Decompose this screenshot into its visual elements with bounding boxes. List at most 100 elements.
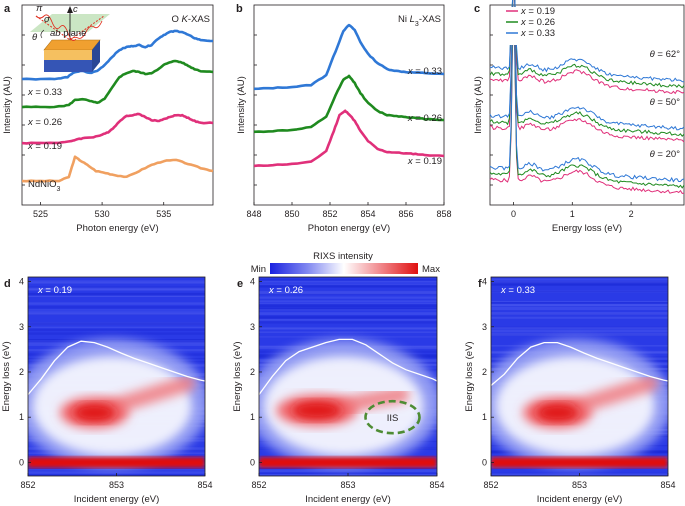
heatmap-streak: [28, 292, 205, 296]
iis-ellipse: [364, 399, 421, 435]
theta-arc: [40, 29, 45, 39]
heatmap-streak: [28, 286, 205, 289]
label-x026-part: = 0.26: [413, 113, 442, 124]
y-axis-label: Energy loss (eV): [464, 341, 475, 411]
x-tick-label: 852: [251, 480, 266, 490]
panel-label-e: e: [237, 278, 243, 290]
c-axis-arrowhead: [67, 6, 73, 13]
y-tick-label: 0: [250, 457, 255, 467]
heatmap-streak: [28, 468, 205, 471]
x-tick-label: 2: [629, 209, 634, 219]
series-x033-theta-1: [489, 0, 685, 131]
heatmap-streak: [259, 320, 437, 324]
x-axis-label: Incident energy (eV): [537, 494, 623, 505]
x-tick-label: 856: [398, 209, 413, 219]
panel-a-frame: [21, 4, 214, 206]
x-axis-label: Energy loss (eV): [552, 223, 622, 234]
heatmap-streak: [259, 318, 437, 322]
y-axis-label: Intensity (AU): [2, 76, 13, 134]
x-tick-label: 853: [572, 480, 587, 490]
label-x033-part: x: [27, 87, 34, 98]
theta-label-1: θ = 50°: [650, 97, 681, 108]
heatmap-streak: [259, 280, 437, 283]
scattered-wave: [69, 20, 103, 41]
label-x026-part: x: [407, 113, 414, 124]
y-tick-label: 2: [482, 367, 487, 377]
heatmap-streak: [259, 305, 437, 307]
legend-label-x019-part: = 0.19: [526, 6, 555, 17]
theta-label-0-part: θ: [650, 149, 656, 160]
theta-label-1-part: = 50°: [655, 97, 680, 108]
xas-overlay-curve: [259, 338, 437, 395]
y-tick-label: 2: [19, 367, 24, 377]
x-tick-label: 850: [284, 209, 299, 219]
label-x019-part: x: [27, 141, 34, 152]
legend-box: [504, 7, 554, 45]
legend-label-x033: x = 0.33: [520, 28, 555, 39]
colorbar-max-label: Max: [422, 264, 440, 275]
series-x033-theta-0: [489, 4, 685, 183]
elastic-line: [28, 457, 205, 468]
pi-label: π: [36, 3, 43, 14]
heatmap-streak: [491, 300, 668, 303]
y-tick-label: 0: [19, 457, 24, 467]
panel-e-label: x = 0.26: [268, 285, 303, 296]
series-x026-theta-2: [489, 0, 685, 89]
heatmap-streak: [259, 317, 437, 319]
panel-d-label-part: x: [37, 285, 44, 296]
panel-e-label-part: x: [268, 285, 275, 296]
heatmap-streak: [28, 282, 205, 284]
panel-e: 852 853 854 0 1 2 3 4 Incident energy (eV) Energy…: [232, 277, 445, 505]
heatmap-streak: [28, 287, 205, 291]
theta-label-2-part: = 62°: [655, 49, 680, 60]
panel-a-title-part: O: [171, 14, 181, 25]
x-tick-label: 0: [511, 209, 516, 219]
heatmap-streak: [28, 309, 205, 311]
x-tick-label: 1: [570, 209, 575, 219]
panel-f-label: x = 0.33: [500, 285, 535, 296]
theta-label-2-part: θ: [650, 49, 656, 60]
theta-label-1-part: θ: [650, 97, 656, 108]
heatmap-d: [28, 277, 205, 476]
heatmap-e: [259, 277, 437, 476]
label-x019-part: = 0.19: [33, 141, 62, 152]
heatmap-streak: [491, 278, 668, 281]
label-x026: x = 0.26: [27, 117, 62, 128]
incident-wave: [35, 14, 77, 41]
panel-f-label-part: = 0.33: [506, 285, 535, 296]
series-x019: [253, 109, 445, 168]
x-tick-label: 854: [360, 209, 375, 219]
series-x026: [253, 74, 444, 134]
legend-label-x019: x = 0.19: [520, 6, 555, 17]
label-x033: x = 0.33: [27, 87, 62, 98]
y-tick-label: 4: [19, 277, 24, 287]
legend-label-x033-part: = 0.33: [526, 28, 555, 39]
panel-c: 0 1 2 Energy loss (eV) Intensity (AU) θ = 20°…: [473, 0, 685, 234]
heatmap-streak: [259, 469, 437, 473]
label-x019-part: x: [407, 156, 414, 167]
y-tick-label: 3: [482, 322, 487, 332]
x-tick-label: 854: [429, 480, 444, 490]
panel-f: 852 853 854 0 1 2 3 4 Incident energy (eV) Energy…: [464, 277, 676, 505]
panel-e-label-part: = 0.26: [274, 285, 303, 296]
series-x033: [21, 29, 214, 81]
panel-b-frame: [253, 4, 445, 206]
label-ndnio3: NdNiO3: [28, 179, 61, 193]
heatmap-streak: [259, 296, 437, 299]
heatmap-streak: [491, 281, 668, 283]
substrate-top: [43, 39, 101, 51]
heatmap-streak: [491, 304, 668, 306]
heatmap-streak: [28, 313, 205, 315]
x-tick-label: 858: [436, 209, 451, 219]
panel-label-f: f: [478, 278, 482, 290]
series-x019: [21, 112, 214, 145]
heatmap-streak: [259, 331, 437, 333]
y-tick-label: 4: [250, 277, 255, 287]
iis-label: IIS: [387, 413, 399, 424]
theta-label-0: θ = 20°: [650, 149, 681, 160]
panel-b-title-part: -XAS: [419, 14, 441, 25]
heatmap-streak: [491, 316, 668, 319]
heatmap-streak: [259, 300, 437, 303]
heatmap-streak: [259, 308, 437, 310]
legend-label-x026: x = 0.26: [520, 17, 555, 28]
